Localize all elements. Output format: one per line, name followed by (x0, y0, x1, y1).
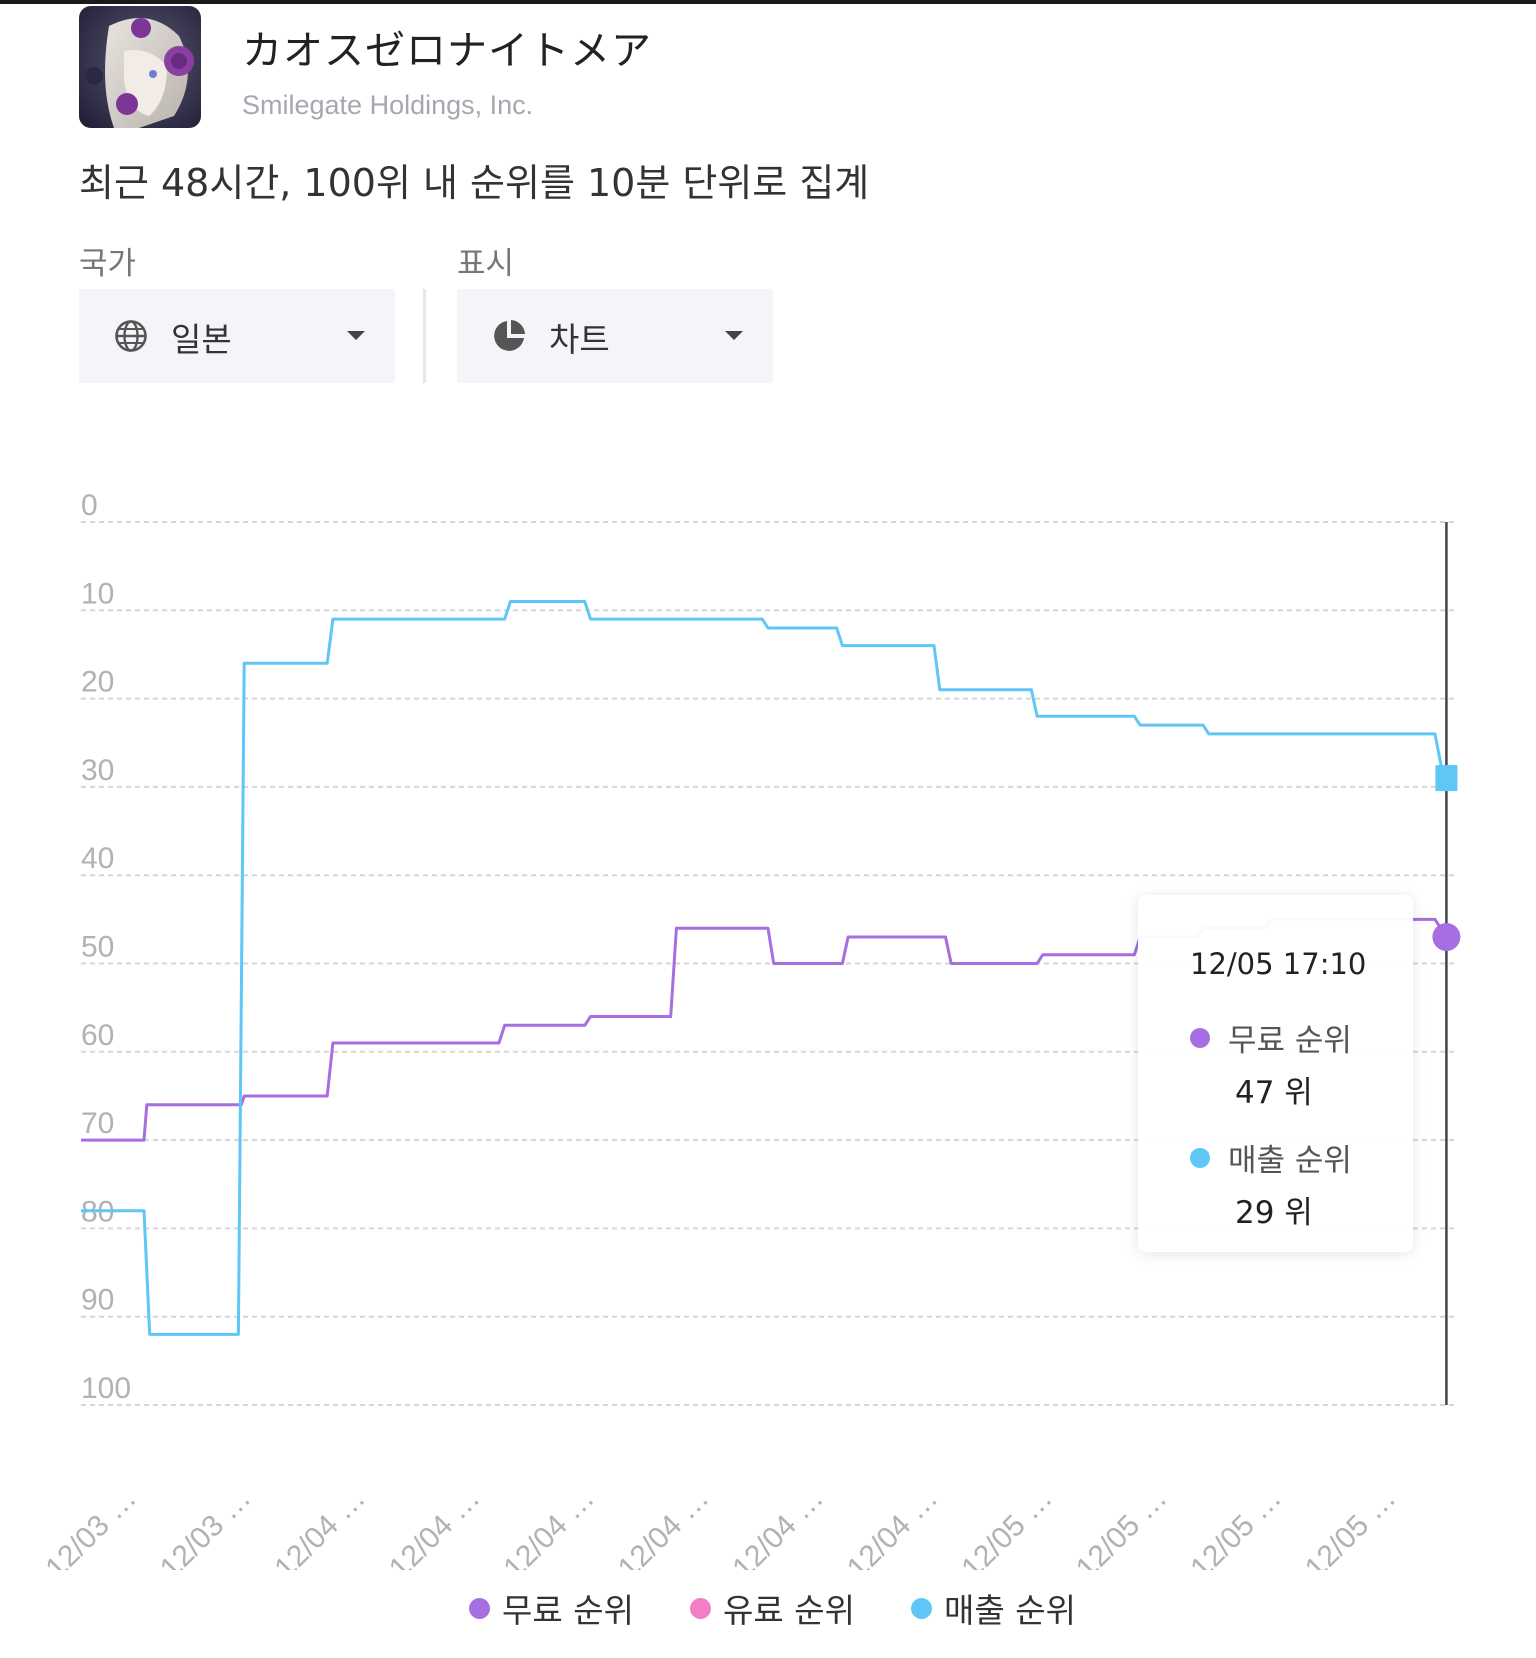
chart-description: 최근 48시간, 100위 내 순위를 10분 단위로 집계 (79, 161, 870, 205)
legend-paid-label: 유료 순위 (723, 1591, 855, 1630)
app-developer[interactable]: Smilegate Holdings, Inc. (242, 90, 534, 120)
x-tick-label: 12/04 … (383, 1482, 487, 1570)
country-filter-label: 국가 (79, 246, 137, 282)
x-tick-label: 12/05 … (1070, 1482, 1174, 1570)
x-tick-label: 12/05 … (1184, 1482, 1288, 1570)
country-value: 일본 (171, 320, 232, 359)
sales-rank-marker (1435, 765, 1458, 792)
y-tick-label: 50 (81, 931, 114, 964)
filter-divider (423, 289, 426, 383)
display-value: 차트 (549, 320, 610, 359)
top-border (0, 0, 1536, 4)
x-tick-label: 12/05 … (955, 1482, 1059, 1570)
x-tick-label: 12/03 … (154, 1482, 258, 1570)
y-tick-label: 10 (81, 577, 114, 610)
globe-icon (115, 320, 147, 352)
y-tick-label: 100 (81, 1372, 131, 1405)
app-icon (79, 6, 201, 128)
series-line (81, 600, 1445, 1336)
y-tick-label: 20 (81, 666, 114, 699)
legend-sales-label: 매출 순위 (944, 1591, 1076, 1630)
country-dropdown[interactable]: 일본 (79, 289, 395, 383)
legend-free-dot (469, 1598, 490, 1619)
tooltip-free-value: 47 위 (1235, 1075, 1313, 1111)
free-rank-dot (1190, 1028, 1210, 1048)
display-dropdown[interactable]: 차트 (457, 289, 773, 383)
legend-paid-dot (690, 1598, 711, 1619)
x-tick-label: 12/04 … (268, 1482, 372, 1570)
app-title: カオスゼロナイトメア (242, 28, 652, 74)
chart-tooltip: 12/05 17:10 무료 순위 47 위 매출 순위 29 위 (1138, 895, 1413, 1252)
y-tick-label: 30 (81, 754, 114, 787)
sales-rank-dot (1190, 1148, 1210, 1168)
x-tick-label: 12/04 … (726, 1482, 830, 1570)
pie-chart-icon (494, 320, 525, 351)
tooltip-sales-value: 29 위 (1235, 1195, 1313, 1231)
chevron-down-icon (347, 331, 365, 340)
legend-free-label: 무료 순위 (502, 1591, 634, 1630)
display-filter-label: 표시 (457, 246, 515, 282)
legend-sales-dot (911, 1598, 932, 1619)
chevron-down-icon (725, 331, 743, 340)
tooltip-sales-name: 매출 순위 (1228, 1143, 1352, 1179)
y-tick-label: 0 (81, 489, 98, 522)
y-tick-label: 70 (81, 1107, 114, 1140)
y-tick-label: 90 (81, 1284, 114, 1317)
y-tick-label: 60 (81, 1019, 114, 1052)
chart-legend: 무료 순위 유료 순위 매출 순위 (0, 1582, 1536, 1632)
free-rank-marker (1432, 923, 1461, 952)
x-tick-label: 12/04 … (612, 1482, 716, 1570)
tooltip-time: 12/05 17:10 (1190, 947, 1367, 981)
y-tick-label: 40 (81, 842, 114, 875)
x-tick-label: 12/04 … (497, 1482, 601, 1570)
tooltip-free-name: 무료 순위 (1228, 1023, 1352, 1059)
x-tick-label: 12/03 … (39, 1482, 143, 1570)
x-tick-label: 12/04 … (841, 1482, 945, 1570)
x-tick-label: 12/05 … (1299, 1482, 1403, 1570)
